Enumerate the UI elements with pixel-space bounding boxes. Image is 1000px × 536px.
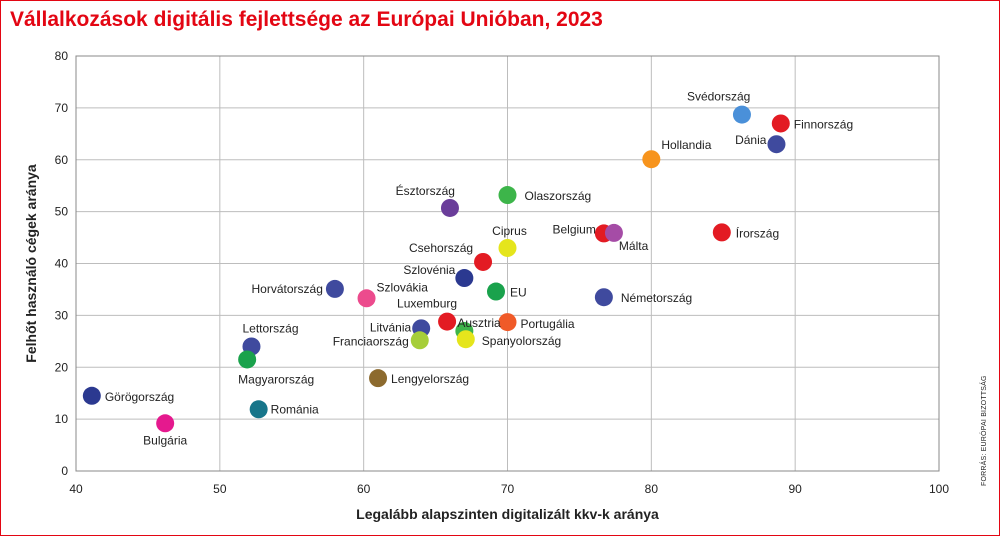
data-point-16	[438, 312, 457, 331]
point-labels: Svédország Finnország Dánia Hollandia Olaszo…	[105, 90, 853, 448]
point-label: Németország	[621, 291, 692, 305]
x-tick-label: 40	[69, 482, 83, 496]
point-label: Lettország	[242, 322, 298, 336]
y-tick-label: 30	[55, 308, 69, 322]
y-tick-label: 80	[55, 49, 69, 63]
data-point-15	[594, 288, 613, 307]
point-label: Litvánia	[370, 320, 412, 334]
data-point-1	[771, 114, 790, 133]
x-tick-label: 50	[213, 482, 227, 496]
point-label: Szlovénia	[403, 263, 455, 277]
point-label: Finnország	[794, 117, 853, 131]
x-axis-ticks: 40 50 60 70 80 90 100	[69, 482, 949, 496]
y-axis-ticks: 0 10 20 30 40 50 60 70 80	[55, 49, 69, 478]
point-label: Görögország	[105, 390, 174, 404]
plot-area	[75, 55, 940, 472]
y-tick-label: 40	[55, 257, 69, 271]
chart-title: Vállalkozások digitális fejlettsége az E…	[10, 8, 603, 31]
point-label: Spanyolország	[482, 334, 561, 348]
point-label: Írország	[736, 225, 779, 240]
y-axis-title: Felhőt használó cégek aránya	[23, 164, 39, 363]
x-axis-title: Legalább alapszinten digitalizált kkv-k …	[356, 506, 659, 522]
data-point-27	[156, 414, 175, 433]
y-tick-label: 50	[55, 205, 69, 219]
point-label: Szlovákia	[377, 280, 429, 294]
data-point-5	[440, 198, 459, 217]
point-label: Magyarország	[238, 372, 314, 386]
x-tick-label: 100	[929, 482, 949, 496]
y-tick-label: 20	[55, 360, 69, 374]
point-label: Franciaország	[333, 334, 409, 348]
x-tick-label: 60	[357, 482, 371, 496]
data-point-21	[456, 330, 475, 349]
point-label: Luxemburg	[397, 297, 457, 311]
point-label: Csehország	[409, 241, 473, 255]
point-label: Románia	[271, 402, 319, 416]
point-label: Olaszország	[525, 189, 592, 203]
point-label: Horvátország	[252, 282, 323, 296]
data-point-20	[410, 331, 429, 350]
x-tick-label: 70	[501, 482, 515, 496]
data-point-9	[498, 238, 517, 257]
data-point-24	[369, 369, 388, 388]
point-label: Ciprus	[492, 224, 527, 238]
x-tick-label: 80	[645, 482, 659, 496]
data-points	[82, 105, 790, 433]
data-point-11	[455, 269, 474, 288]
data-point-26	[249, 400, 268, 419]
data-point-12	[325, 279, 344, 298]
data-point-18	[498, 313, 517, 332]
data-point-7	[604, 223, 623, 242]
data-point-25	[82, 386, 101, 405]
data-point-14	[486, 282, 505, 301]
y-tick-label: 60	[55, 153, 69, 167]
point-label: Málta	[619, 239, 649, 253]
data-point-23	[238, 350, 257, 369]
x-tick-label: 90	[788, 482, 802, 496]
point-label: Svédország	[687, 90, 750, 104]
point-label: EU	[510, 286, 527, 300]
data-point-3	[642, 150, 661, 169]
data-point-0	[732, 105, 751, 124]
y-tick-label: 70	[55, 101, 69, 115]
y-tick-label: 10	[55, 412, 69, 426]
point-label: Portugália	[521, 317, 575, 331]
point-label: Ausztria	[457, 316, 501, 330]
point-label: Bulgária	[143, 433, 187, 447]
point-label: Észtország	[396, 183, 455, 198]
y-tick-label: 0	[61, 464, 68, 478]
data-point-8	[712, 223, 731, 242]
data-point-4	[498, 186, 517, 205]
point-label: Hollandia	[661, 138, 711, 152]
point-label: Lengyelország	[391, 372, 469, 386]
data-point-13	[357, 289, 376, 308]
data-point-10	[474, 252, 493, 271]
data-point-2	[767, 135, 786, 154]
point-label: Dánia	[735, 133, 767, 147]
point-label: Belgium	[553, 222, 596, 236]
